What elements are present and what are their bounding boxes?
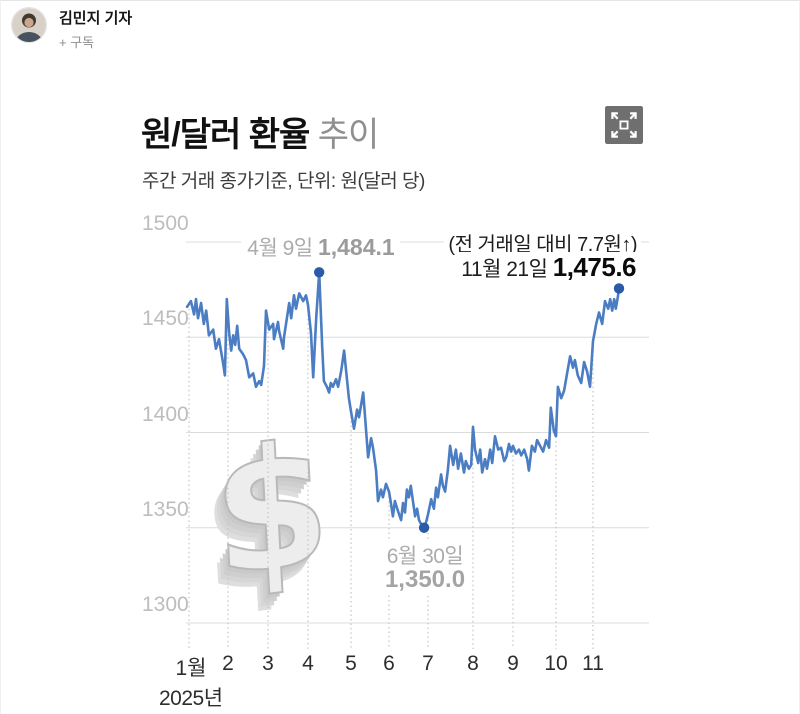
y-tick-label: 1450 <box>142 307 189 331</box>
x-tick-label: 3 <box>262 652 274 675</box>
x-tick-label: 9 <box>507 652 519 675</box>
person-photo-icon <box>12 8 46 42</box>
x-tick-label: 7 <box>422 652 434 675</box>
chart-subtitle: 주간 거래 종가기준, 단위: 원(달러 당) <box>142 171 425 192</box>
reporter-avatar[interactable] <box>11 7 47 43</box>
annotation-latest-value: 1,475.6 <box>552 252 637 282</box>
fullscreen-expand-icon <box>605 106 643 144</box>
y-tick-label: 1300 <box>142 593 189 616</box>
x-axis-year-label: 2025년 <box>159 687 223 710</box>
y-tick-label: 1350 <box>142 497 189 521</box>
x-tick-label: 5 <box>345 652 357 675</box>
x-tick-label: 6 <box>383 652 395 675</box>
annotation-latest: 11월 21일 1,475.6 <box>459 252 638 283</box>
annotation-peak-date: 4월 9일 <box>247 237 318 260</box>
x-tick-label: 4 <box>302 652 314 675</box>
x-tick-label: 1월 <box>175 657 207 680</box>
subscribe-button[interactable]: + 구독 <box>59 35 95 50</box>
x-tick-label: 8 <box>467 652 479 675</box>
chart-title-suffix: 추이 <box>309 116 380 154</box>
expand-chart-button[interactable] <box>605 106 643 144</box>
annotation-low-date: 6월 30일 <box>382 540 468 570</box>
chart-title: 원/달러 환율 추이 <box>141 107 380 156</box>
annotation-peak: 4월 9일 1,484.1 <box>241 232 401 262</box>
x-tick-label: 2 <box>222 652 234 675</box>
annotation-peak-value: 1,484.1 <box>317 234 395 260</box>
annotation-low-value: 1,350.0 <box>380 566 470 594</box>
y-tick-label: 1500 <box>142 212 189 235</box>
reporter-name[interactable]: 김민지 기자 <box>59 10 133 27</box>
annotation-latest-date: 11월 21일 <box>461 258 553 281</box>
x-tick-label: 10 <box>544 652 568 675</box>
x-tick-label: 11 <box>582 652 604 675</box>
y-tick-label: 1400 <box>142 402 189 426</box>
reporter-byline: 김민지 기자 + 구독 <box>11 7 132 51</box>
chart-title-main: 원/달러 환율 <box>141 116 310 154</box>
